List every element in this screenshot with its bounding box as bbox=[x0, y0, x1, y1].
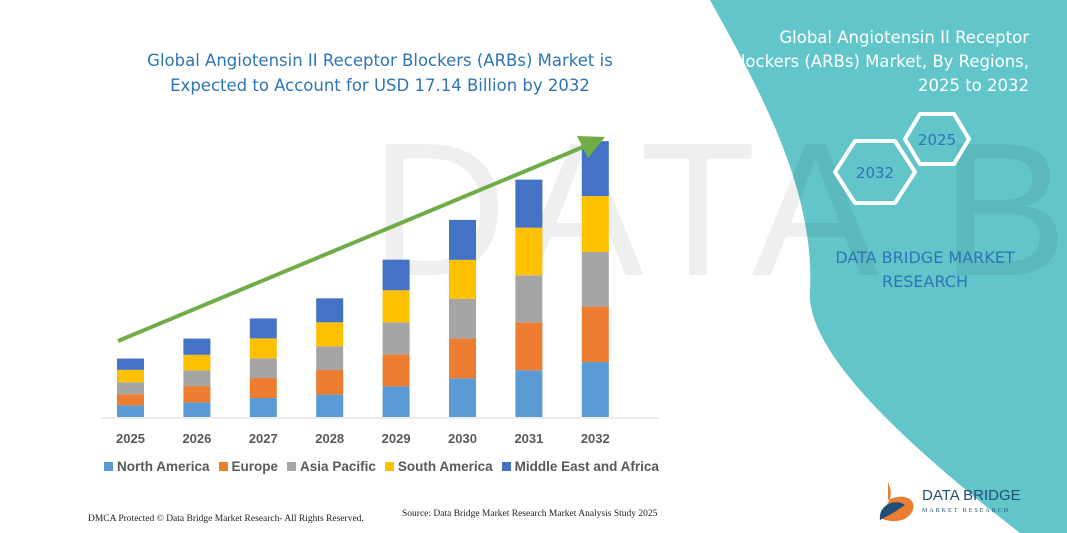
bar-segment-2027-1 bbox=[249, 378, 277, 398]
legend-label: Asia Pacific bbox=[300, 459, 376, 474]
hex-2032-label: 2032 bbox=[856, 164, 894, 182]
x-tick-label: 2027 bbox=[249, 431, 278, 446]
x-tick-label: 2030 bbox=[448, 431, 477, 446]
legend-item: Middle East and Africa bbox=[501, 459, 659, 474]
source-note: Source: Data Bridge Market Research Mark… bbox=[402, 509, 658, 519]
legend-swatch bbox=[287, 462, 297, 471]
bar-segment-2031-2 bbox=[515, 275, 543, 323]
trend-arrowhead bbox=[577, 136, 605, 158]
dmca-notice: DMCA Protected © Data Bridge Market Rese… bbox=[88, 514, 364, 524]
legend-item: North America bbox=[104, 459, 210, 474]
bar-segment-2028-2 bbox=[316, 346, 344, 370]
watermark: DATA BRIDGE bbox=[370, 104, 1067, 316]
bar-segment-2029-4 bbox=[382, 259, 410, 291]
bar-segment-2026-3 bbox=[183, 354, 211, 371]
trend-arrow-line bbox=[117, 145, 584, 343]
bar-segment-2026-1 bbox=[183, 386, 211, 403]
hexagon-2032 bbox=[833, 139, 917, 205]
bar-segment-2032-3 bbox=[581, 196, 609, 252]
legend: North America Europe Asia Pacific South Ame… bbox=[104, 459, 659, 474]
bar-segment-2029-1 bbox=[382, 354, 410, 387]
side-panel-title: Global Angiotensin II Receptor Blockers … bbox=[729, 28, 1029, 95]
bar-segment-2030-1 bbox=[449, 338, 476, 379]
bar-segment-2027-3 bbox=[249, 338, 277, 359]
bar-segment-2031-3 bbox=[515, 227, 543, 276]
legend-swatch bbox=[104, 462, 113, 471]
bar-segment-2031-0 bbox=[515, 370, 543, 417]
legend-swatch bbox=[384, 462, 394, 471]
logo-text: DATA BRIDGE bbox=[922, 487, 1021, 504]
bar-segment-2025-0 bbox=[117, 405, 144, 417]
bar-segment-2029-2 bbox=[382, 322, 410, 355]
x-tick-label: 2029 bbox=[382, 431, 411, 446]
bar-segment-2025-3 bbox=[117, 369, 144, 383]
logo-subtext: MARKET RESEARCH bbox=[922, 508, 1010, 514]
bar-segment-2028-1 bbox=[316, 369, 344, 395]
bar-segment-2025-2 bbox=[117, 382, 144, 395]
bar-segment-2028-0 bbox=[316, 394, 344, 417]
legend-swatch bbox=[501, 462, 511, 471]
bar-segment-2032-0 bbox=[581, 362, 609, 417]
legend-label: Europe bbox=[231, 459, 279, 474]
bar-segment-2027-2 bbox=[249, 358, 277, 379]
legend-label: South America bbox=[397, 459, 493, 474]
x-tick-label: 2026 bbox=[182, 431, 211, 446]
bar-segment-2032-2 bbox=[581, 251, 609, 307]
bar-segment-2028-3 bbox=[316, 322, 344, 347]
svg-text:DATA BRIDGE: DATA BRIDGE bbox=[370, 104, 1067, 316]
hexagon-2025 bbox=[903, 112, 971, 166]
bar-segment-2030-3 bbox=[449, 259, 476, 299]
legend-item: South America bbox=[384, 459, 493, 474]
x-tick-label: 2028 bbox=[315, 431, 344, 446]
bar-segment-2031-4 bbox=[515, 179, 543, 228]
legend-item: Asia Pacific bbox=[287, 459, 376, 474]
bar-segment-2028-4 bbox=[316, 298, 344, 323]
bar-segment-2027-0 bbox=[249, 397, 277, 417]
bar-segment-2031-1 bbox=[515, 322, 543, 371]
x-tick-label: 2031 bbox=[514, 431, 543, 446]
hex-2025-label: 2025 bbox=[918, 131, 956, 149]
bar-segment-2030-0 bbox=[449, 378, 476, 417]
chart-title: Global Angiotensin II Receptor Blockers … bbox=[147, 51, 613, 95]
bar-segment-2025-1 bbox=[117, 394, 144, 406]
bar-segment-2029-0 bbox=[382, 386, 410, 417]
legend-label: Middle East and Africa bbox=[514, 459, 659, 474]
brand-text: DATA BRIDGE MARKET RESEARCH bbox=[835, 248, 1015, 291]
bar-segment-2025-4 bbox=[117, 358, 144, 370]
legend-label: North America bbox=[117, 459, 210, 474]
bar-segment-2030-4 bbox=[449, 219, 476, 260]
legend-item: Europe bbox=[218, 459, 279, 474]
bar-segment-2026-0 bbox=[183, 402, 211, 417]
bar-segment-2026-2 bbox=[183, 370, 211, 387]
side-panel-shape bbox=[710, 0, 1067, 533]
stacked-bar-chart: 2025 2026 2027 2028 2029 2030 2031 2032 bbox=[100, 136, 660, 446]
bar-segment-2032-1 bbox=[581, 306, 609, 363]
bar-segment-2026-4 bbox=[183, 338, 211, 355]
bar-segment-2029-3 bbox=[382, 290, 410, 323]
x-tick-label: 2032 bbox=[581, 431, 610, 446]
x-tick-label: 2025 bbox=[116, 431, 145, 446]
legend-swatch bbox=[218, 462, 228, 471]
bar-segment-2027-4 bbox=[249, 318, 277, 339]
logo: DATA BRIDGE MARKET RESEARCH bbox=[879, 482, 1021, 522]
bar-segment-2030-2 bbox=[449, 298, 476, 339]
